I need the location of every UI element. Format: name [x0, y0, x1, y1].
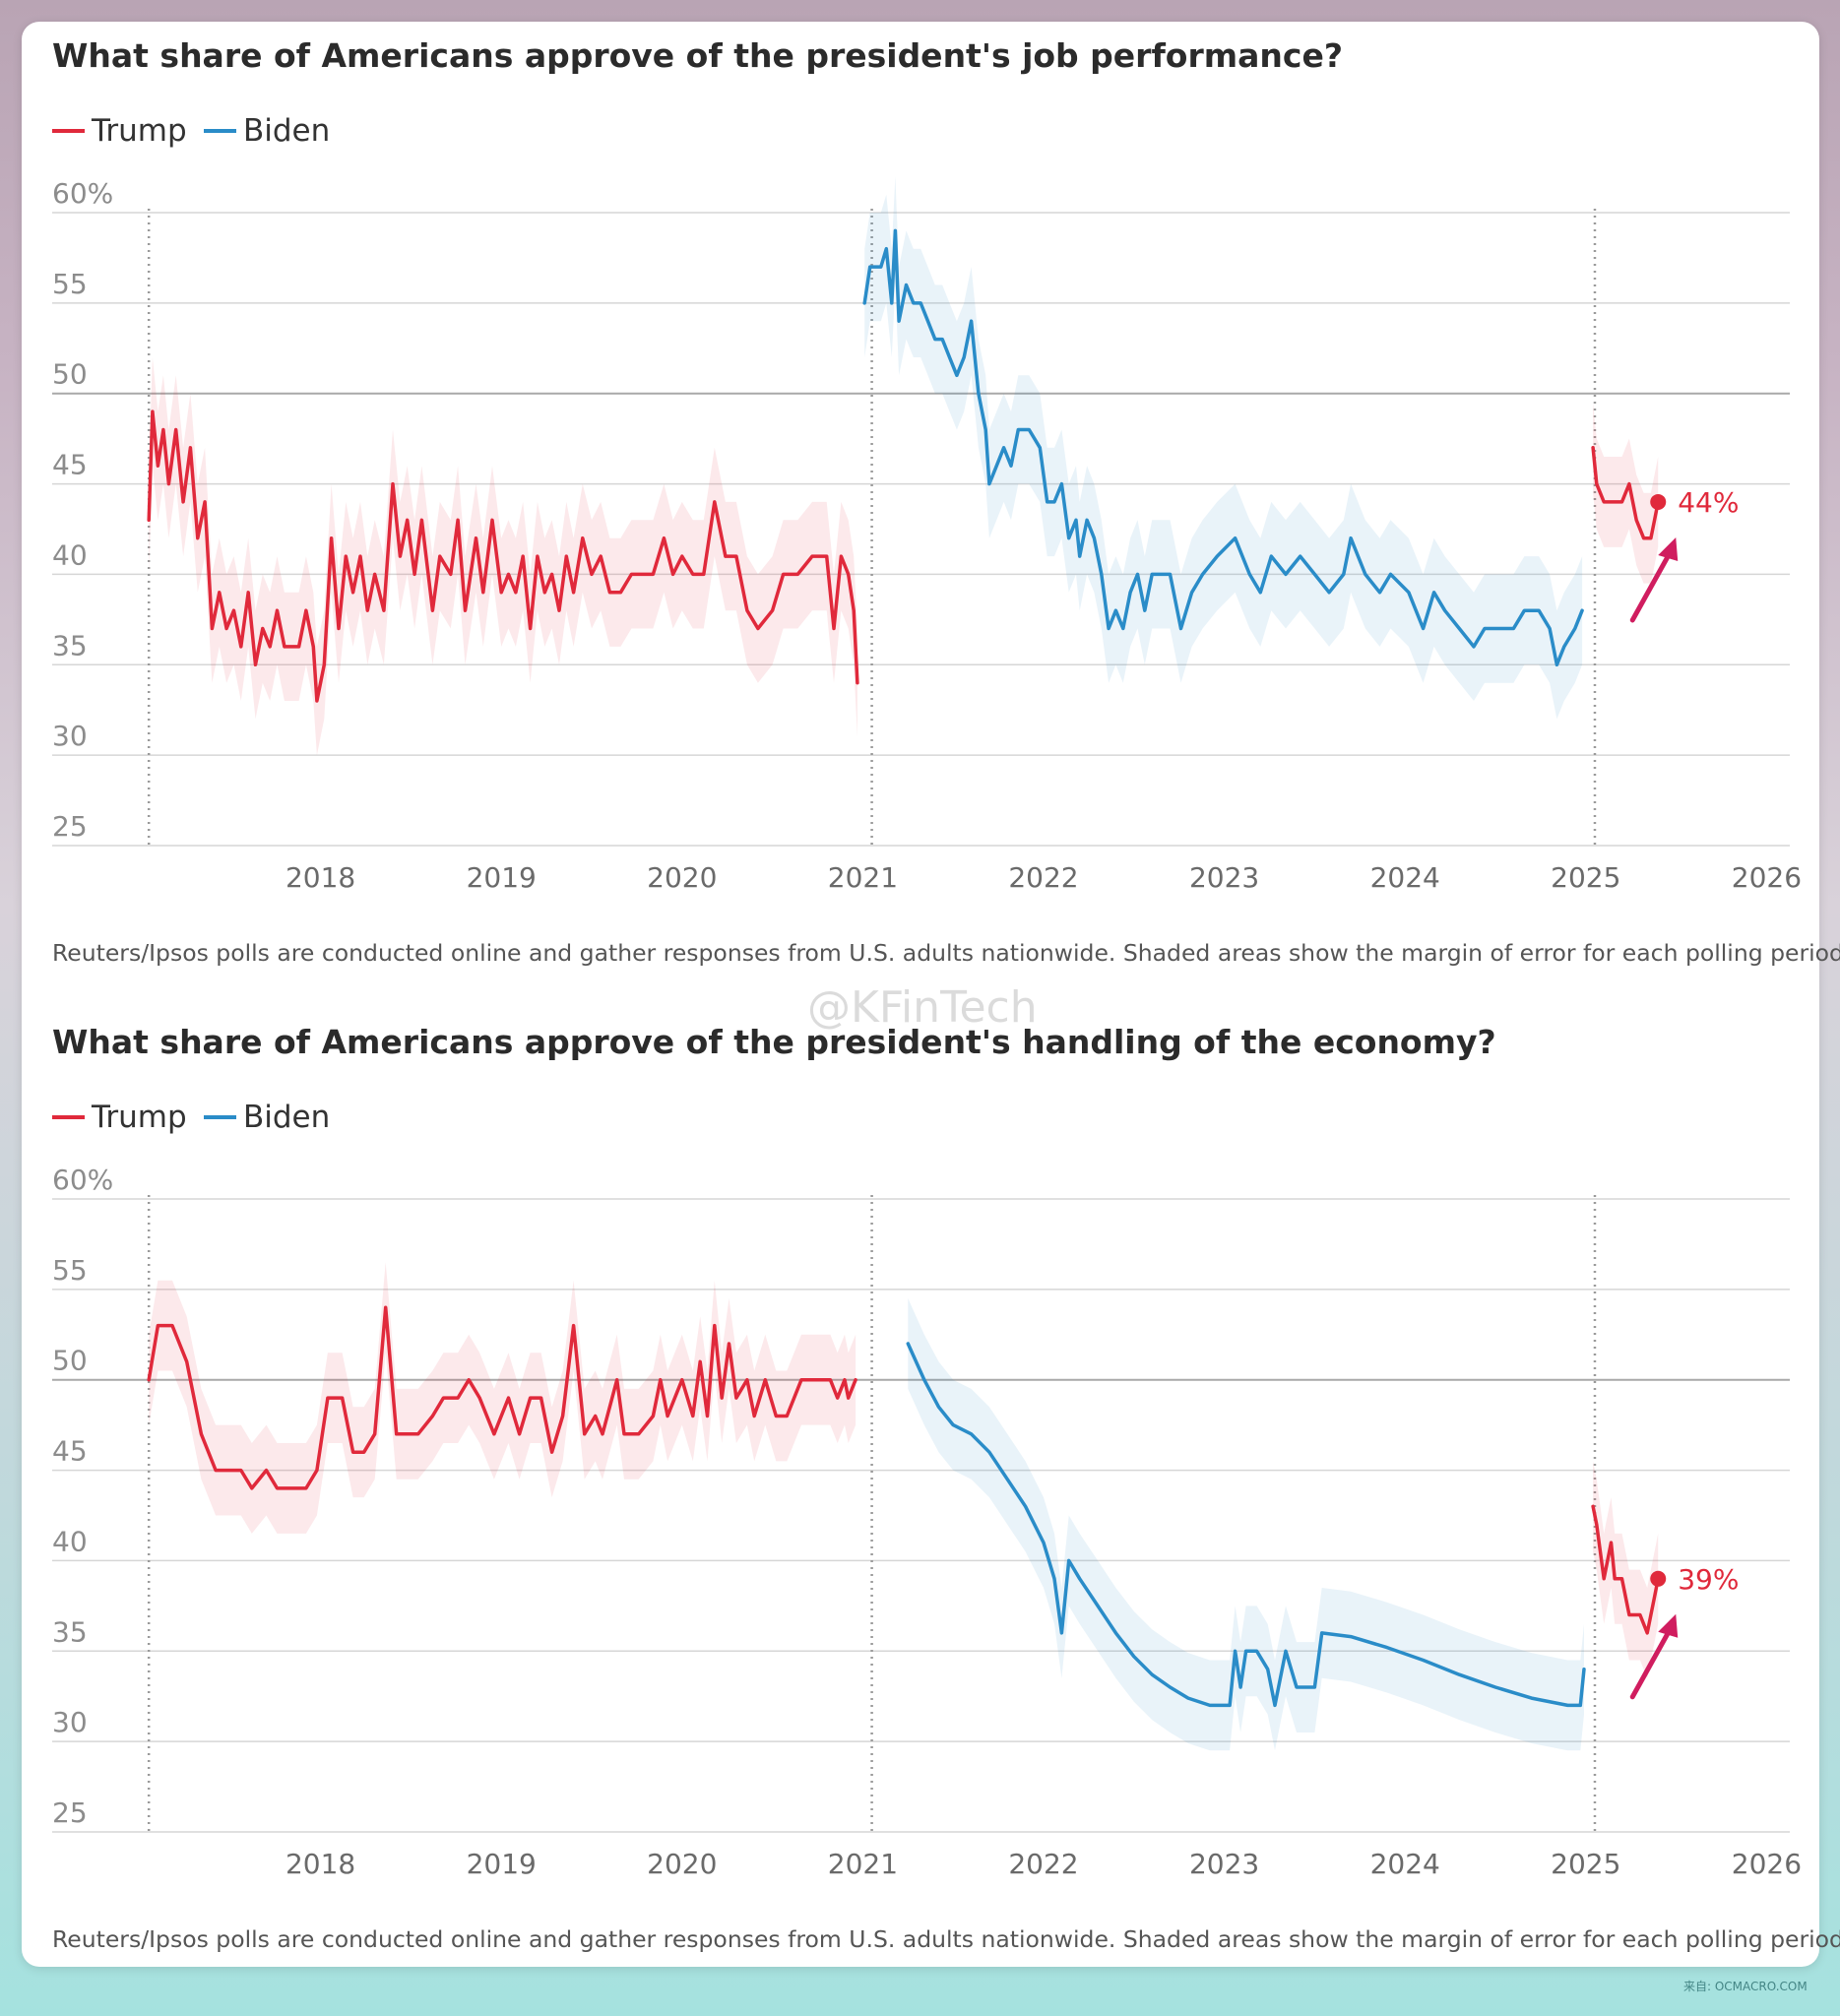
- x-tick-label: 2021: [828, 1848, 898, 1880]
- series-line-biden: [862, 228, 1584, 667]
- margin-band-trump: [149, 357, 857, 756]
- x-tick-label: 2023: [1189, 861, 1259, 894]
- x-tick-label: 2019: [467, 861, 537, 894]
- y-tick-label: 45: [52, 1435, 88, 1468]
- y-tick-label: 45: [52, 449, 88, 481]
- x-tick-label: 2024: [1370, 861, 1440, 894]
- source-corner: 来自: OCMACRO.COM: [1683, 1980, 1808, 1993]
- y-tick-label: 40: [52, 538, 88, 571]
- chart-card: [22, 22, 1819, 1967]
- y-tick-label: 25: [52, 1796, 88, 1829]
- x-tick-label: 2026: [1732, 861, 1802, 894]
- y-tick-label: 40: [52, 1525, 88, 1557]
- x-tick-label: 2025: [1551, 861, 1620, 894]
- x-tick-label: 2020: [647, 1848, 717, 1880]
- legend-trump-label: Trump: [91, 1100, 187, 1135]
- y-tick-label: 50: [52, 1345, 88, 1377]
- margin-band-biden: [864, 176, 1583, 720]
- x-tick-label: 2022: [1008, 1848, 1078, 1880]
- end-value-label: 39%: [1678, 1563, 1739, 1596]
- job-approval-chart: What share of Americans approve of the p…: [52, 36, 1840, 967]
- series-line-trump: [1591, 446, 1660, 540]
- x-tick-label: 2023: [1189, 1848, 1259, 1880]
- series-line-trump: [1591, 1504, 1660, 1635]
- y-tick-label: 55: [52, 268, 88, 300]
- legend-biden-label: Biden: [243, 113, 330, 149]
- x-tick-label: 2019: [467, 1848, 537, 1880]
- x-tick-label: 2021: [828, 861, 898, 894]
- end-point-marker: [1650, 1570, 1667, 1587]
- chart-title: What share of Americans approve of the p…: [52, 36, 1343, 75]
- annotation-arrow-head: [1658, 536, 1679, 561]
- legend-trump-label: Trump: [91, 113, 187, 149]
- x-tick-label: 2018: [286, 1848, 355, 1880]
- x-tick-label: 2024: [1370, 1848, 1440, 1880]
- chart-title: What share of Americans approve of the p…: [52, 1023, 1496, 1061]
- economy-approval-chart: What share of Americans approve of the p…: [52, 1023, 1840, 1953]
- annotation-arrow-shaft: [1629, 546, 1675, 623]
- y-tick-label: 30: [52, 720, 88, 752]
- annotation-arrow-shaft: [1629, 1623, 1675, 1700]
- end-value-label: 44%: [1678, 486, 1739, 519]
- legend-biden-label: Biden: [243, 1100, 330, 1135]
- y-tick-label: 35: [52, 1615, 88, 1648]
- chart-note: Reuters/Ipsos polls are conducted online…: [52, 1925, 1840, 1953]
- annotation-arrow-head: [1658, 1613, 1679, 1638]
- margin-band-biden: [908, 1298, 1584, 1751]
- x-tick-label: 2022: [1008, 861, 1078, 894]
- y-tick-label: 30: [52, 1706, 88, 1738]
- y-tick-label: 60%: [52, 177, 113, 210]
- plot-area: 60% 55 50 45 40 35 30 25 2018 2019 2020 2021 2022 202…: [52, 1164, 1802, 1880]
- y-tick-label: 55: [52, 1254, 88, 1287]
- plot-area: 60% 55 50 45 40 35 30 25 2018 2019 2020 2021 2022 202…: [52, 176, 1802, 894]
- x-tick-label: 2025: [1551, 1848, 1620, 1880]
- watermark: @KFinTech: [807, 982, 1038, 1033]
- y-tick-label: 50: [52, 358, 88, 391]
- y-tick-label: 60%: [52, 1164, 113, 1196]
- series-line-trump: [147, 1305, 857, 1490]
- x-tick-label: 2018: [286, 861, 355, 894]
- x-tick-label: 2026: [1732, 1848, 1802, 1880]
- series-line-biden: [906, 1342, 1586, 1708]
- end-point-marker: [1650, 493, 1667, 510]
- x-tick-label: 2020: [647, 861, 717, 894]
- margin-band-trump: [149, 1262, 857, 1534]
- y-tick-label: 35: [52, 629, 88, 662]
- y-tick-label: 25: [52, 810, 88, 843]
- chart-note: Reuters/Ipsos polls are conducted online…: [52, 939, 1840, 967]
- series-line-trump: [147, 410, 859, 703]
